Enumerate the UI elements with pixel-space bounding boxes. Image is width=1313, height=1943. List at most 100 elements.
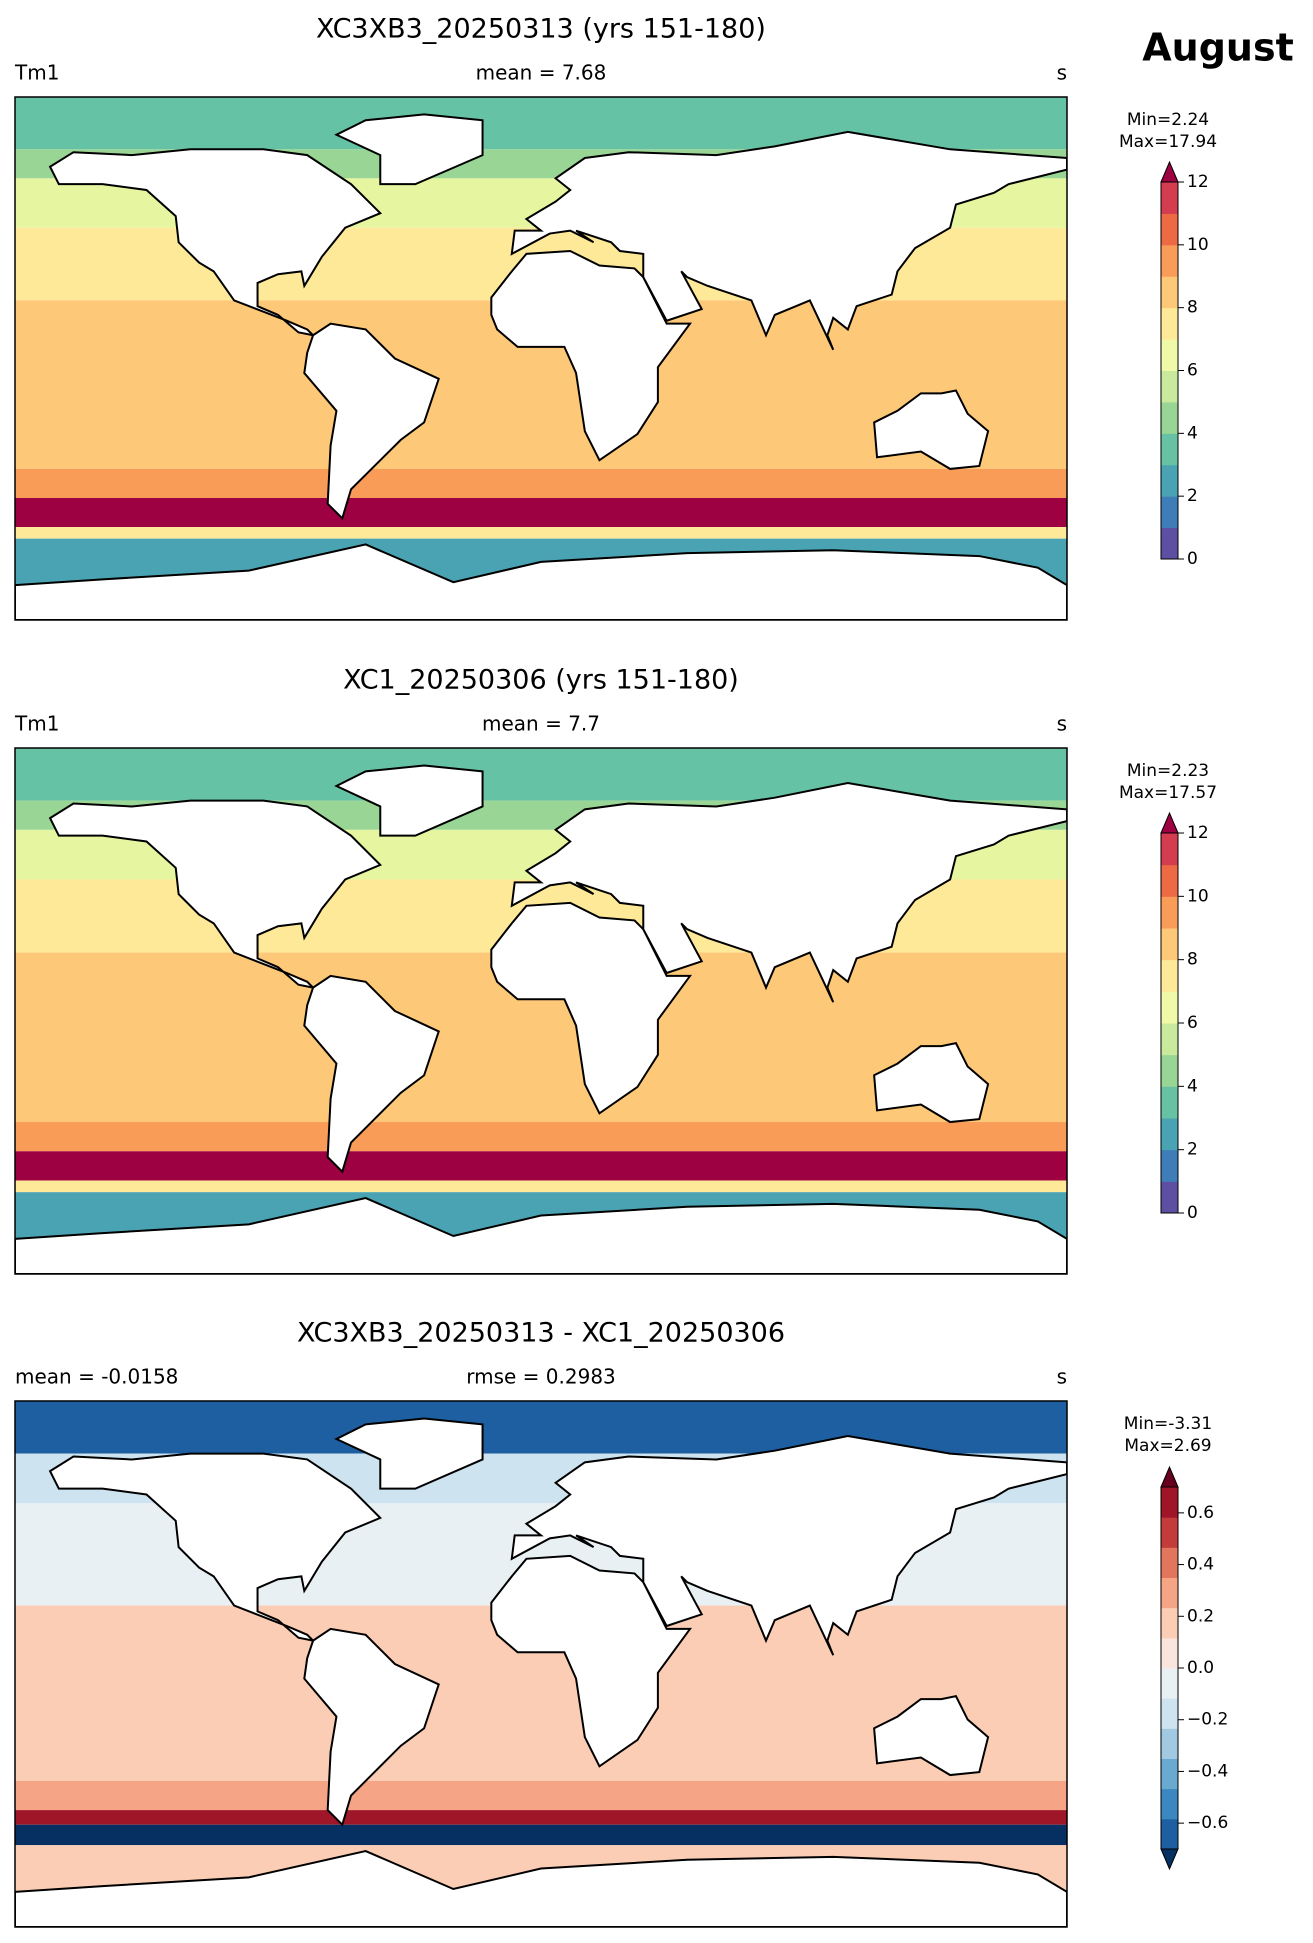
center-label: rmse = 0.2983 xyxy=(466,1365,616,1389)
land xyxy=(873,1042,990,1124)
colorbar-tick-label: −0.4 xyxy=(1187,1761,1228,1781)
ocean-band xyxy=(15,1151,1067,1181)
colorbar-segment xyxy=(1161,1698,1178,1729)
map-body xyxy=(15,97,1067,620)
colorbar-segment xyxy=(1161,182,1178,214)
land xyxy=(303,1627,440,1827)
colorbar-segment xyxy=(1161,1668,1178,1699)
min-label: Min=2.23 xyxy=(1127,761,1209,781)
land xyxy=(15,543,1067,620)
colorbar-tick-label: 6 xyxy=(1187,361,1198,381)
ocean-band xyxy=(15,468,1067,498)
max-label: Max=17.94 xyxy=(1119,132,1217,152)
min-label: Min=2.24 xyxy=(1127,110,1209,130)
colorbar-segment xyxy=(1161,401,1178,434)
colorbar-tick-label: 2 xyxy=(1187,486,1198,506)
land xyxy=(873,1695,990,1777)
min-label: Min=-3.31 xyxy=(1124,1414,1212,1434)
colorbar-extend-min xyxy=(1160,1848,1179,1871)
land xyxy=(48,1452,383,1643)
land xyxy=(48,799,383,990)
colorbar-segment xyxy=(1161,1818,1178,1850)
ocean-band xyxy=(15,1824,1067,1846)
suptitle: August xyxy=(1142,26,1294,70)
colorbar-segment xyxy=(1161,464,1178,497)
colorbar-tick-label: 0.4 xyxy=(1187,1555,1214,1575)
map-frame xyxy=(14,1400,1068,1928)
ocean-band xyxy=(15,1780,1067,1811)
colorbar-segment xyxy=(1161,244,1178,277)
colorbar-segment xyxy=(1161,1637,1178,1669)
colorbar-tick-label: 6 xyxy=(1187,1013,1198,1033)
map-frame xyxy=(14,96,1068,621)
map-body xyxy=(15,1401,1067,1927)
colorbar-segment xyxy=(1161,276,1178,309)
colorbar-segment xyxy=(1161,1054,1178,1087)
colorbar-segment xyxy=(1161,959,1178,992)
left-label: Tm1 xyxy=(14,712,59,736)
colorbar-segment xyxy=(1161,896,1178,929)
colorbar-segment xyxy=(1161,1487,1178,1518)
land xyxy=(490,1554,693,1768)
colorbar-tick-label: 0.6 xyxy=(1187,1503,1214,1523)
colorbar-extend-max xyxy=(1160,1465,1179,1488)
colorbar-segment xyxy=(1161,1758,1178,1790)
colorbar-tick-label: 10 xyxy=(1187,886,1209,906)
colorbar-segment xyxy=(1161,527,1178,560)
land xyxy=(490,901,693,1115)
colorbar-segment xyxy=(1161,1181,1178,1214)
map-panel: XC1_20250306 (yrs 151-180) Tm1 mean = 7.7 s… xyxy=(14,665,1217,1275)
colorbar-segment xyxy=(1161,433,1178,466)
colorbar-tick-label: −0.6 xyxy=(1187,1813,1228,1833)
colorbar-segment xyxy=(1161,213,1178,246)
map-panel: XC3XB3_20250313 (yrs 151-180) Tm1 mean = 7… xyxy=(14,14,1217,621)
colorbar-segment xyxy=(1161,833,1178,866)
left-label: mean = -0.0158 xyxy=(15,1365,178,1389)
land xyxy=(303,322,440,521)
colorbar-segment xyxy=(1161,1118,1178,1151)
land xyxy=(490,249,693,462)
colorbar-tick-label: 12 xyxy=(1187,823,1209,843)
colorbar-tick-label: 2 xyxy=(1187,1140,1198,1160)
ocean-band xyxy=(15,1180,1067,1193)
colorbar-segment xyxy=(1161,1577,1178,1609)
land xyxy=(48,148,383,337)
colorbar-tick-label: 0.2 xyxy=(1187,1606,1214,1626)
colorbar-tick-label: 0.0 xyxy=(1187,1658,1214,1678)
map-frame xyxy=(14,747,1068,1275)
colorbar-segment xyxy=(1161,339,1178,371)
max-label: Max=17.57 xyxy=(1119,783,1217,803)
ocean-band xyxy=(15,497,1067,528)
colorbar-segment xyxy=(1161,496,1178,529)
colorbar-segment xyxy=(1161,1547,1178,1578)
colorbar-segment xyxy=(1161,1517,1178,1548)
colorbar-tick-label: 8 xyxy=(1187,298,1198,318)
center-label: mean = 7.68 xyxy=(476,61,607,85)
colorbar-tick-label: 4 xyxy=(1187,423,1198,443)
land xyxy=(510,782,1067,1003)
right-label: s xyxy=(1057,61,1067,85)
land xyxy=(15,1849,1067,1927)
land xyxy=(873,389,990,470)
colorbar-segment xyxy=(1161,1728,1178,1759)
left-label: Tm1 xyxy=(14,61,59,85)
land xyxy=(15,1196,1067,1274)
land xyxy=(334,764,484,837)
right-label: s xyxy=(1057,712,1067,736)
max-label: Max=2.69 xyxy=(1124,1436,1211,1456)
colorbar-segment xyxy=(1161,991,1178,1024)
colorbar-segment xyxy=(1161,307,1178,340)
ocean-band xyxy=(15,1810,1067,1825)
colorbar-tick-label: 10 xyxy=(1187,235,1209,255)
colorbar-segment xyxy=(1161,864,1178,897)
colorbar-extend-max xyxy=(1160,160,1179,183)
colorbar-segment xyxy=(1161,1607,1178,1639)
panel-title: XC1_20250306 (yrs 151-180) xyxy=(343,665,739,696)
colorbar-tick-label: 12 xyxy=(1187,172,1209,192)
colorbar-segment xyxy=(1161,928,1178,961)
colorbar-tick-label: 8 xyxy=(1187,950,1198,970)
center-label: mean = 7.7 xyxy=(482,712,600,736)
ocean-band xyxy=(15,1122,1067,1152)
colorbar-tick-label: 4 xyxy=(1187,1076,1198,1096)
